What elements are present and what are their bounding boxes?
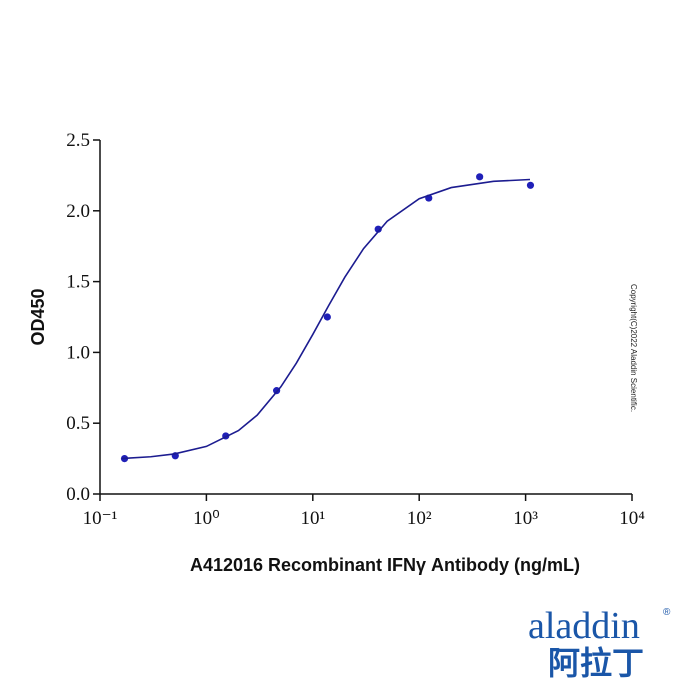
fit-curve (121, 178, 531, 460)
logo-mark: ® (663, 607, 671, 618)
x-tick-label: 10³ (513, 508, 538, 529)
data-point (323, 313, 331, 321)
y-tick-label: 0.5 (66, 413, 90, 434)
x-tick-label: 10⁻¹ (83, 508, 118, 529)
y-tick-label: 0.0 (66, 484, 90, 505)
x-axis-label: A412016 Recombinant IFNγ Antibody (ng/mL… (190, 555, 580, 575)
y-tick-label: 2.5 (66, 130, 90, 151)
x-tick-label: 10¹ (300, 508, 325, 529)
y-tick-label: 1.0 (66, 342, 90, 363)
x-tick-label: 10² (407, 508, 432, 529)
data-point (374, 225, 382, 233)
logo-name: aladdin (528, 605, 640, 647)
copyright: Copyright(C)2022 Aladdin Scientific. (629, 284, 638, 412)
x-tick-label: 10⁰ (193, 508, 220, 529)
x-tick-label: 10⁴ (619, 508, 645, 529)
logo-chinese: 阿拉丁 (548, 644, 644, 682)
y-tick-label: 1.5 (66, 272, 90, 293)
y-axis-label: OD450 (28, 288, 48, 345)
y-tick-label: 2.0 (66, 201, 90, 222)
data-point (526, 181, 535, 189)
data-point (476, 173, 484, 181)
